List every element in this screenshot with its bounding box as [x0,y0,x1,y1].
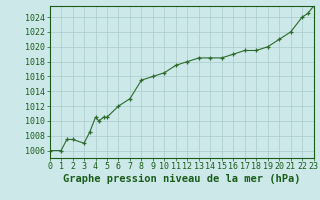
X-axis label: Graphe pression niveau de la mer (hPa): Graphe pression niveau de la mer (hPa) [63,174,300,184]
